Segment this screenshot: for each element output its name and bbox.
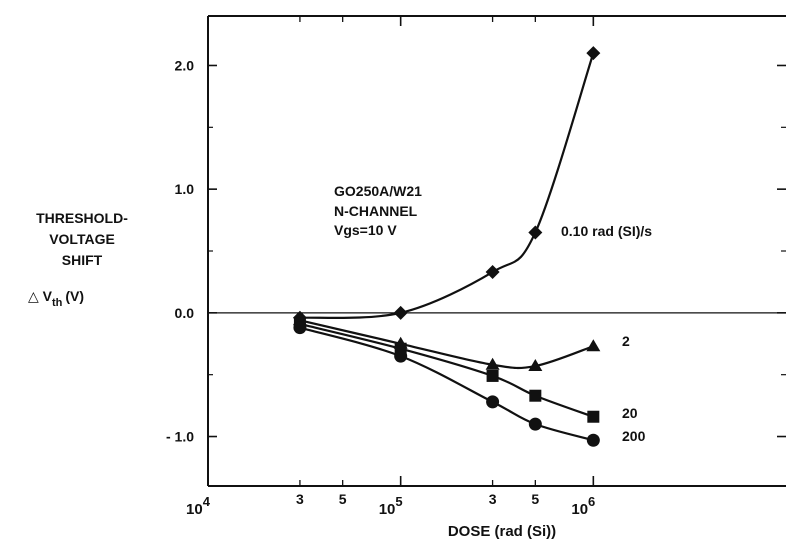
series-label-0.10: 0.10 rad (SI)/s xyxy=(561,223,652,239)
series-layer xyxy=(292,46,601,447)
volt-unit: (V) xyxy=(65,288,84,304)
annotation-line-2: N-CHANNEL xyxy=(334,203,418,219)
series-line-triangle xyxy=(299,319,594,370)
data-point-triangle xyxy=(586,339,601,352)
y-tick-label: 2.0 xyxy=(175,57,195,73)
data-point-diamond xyxy=(586,46,601,61)
x-minor-tick-label: 5 xyxy=(339,491,347,507)
x-major-tick-label: 106 xyxy=(571,494,595,518)
data-point-circle xyxy=(394,349,408,363)
data-point-triangle xyxy=(528,359,543,372)
x-major-tick-label: 104 xyxy=(186,494,211,518)
series-label-20: 20 xyxy=(622,405,638,421)
y-tick-label: 1.0 xyxy=(175,181,195,197)
x-major-tick-label: 105 xyxy=(379,494,403,518)
data-point-circle xyxy=(486,395,500,409)
y-tick-label: - 1.0 xyxy=(166,429,194,445)
delta-v-text: △ V xyxy=(28,288,53,304)
data-point-square xyxy=(486,369,499,382)
plot-frame xyxy=(207,15,786,487)
data-point-diamond xyxy=(485,265,500,280)
data-point-triangle xyxy=(485,357,500,370)
data-point-square xyxy=(529,389,542,402)
x-axis-label: DOSE (rad (Si)) xyxy=(448,523,556,540)
axis-ticks: 2.0 1.0 0.0 - 1.0 104 105 106 3 5 3 5 xyxy=(166,16,786,518)
data-point-diamond xyxy=(528,225,543,240)
labels-layer: DOSE (rad (Si)) THRESHOLD- VOLTAGE SHIFT… xyxy=(28,183,652,540)
x-minor-tick-label: 3 xyxy=(296,491,304,507)
y-axis-label-line-3: SHIFT xyxy=(62,252,103,268)
x-minor-tick-label: 3 xyxy=(489,491,497,507)
data-point-diamond xyxy=(393,305,408,320)
data-point-circle xyxy=(586,433,600,447)
series-line-square xyxy=(299,322,594,418)
annotation-line-1: GO250A/W21 xyxy=(334,183,422,199)
data-point-square xyxy=(587,410,600,423)
series-label-2: 2 xyxy=(622,333,630,349)
y-axis-label-line-1: THRESHOLD- xyxy=(36,210,128,226)
data-point-circle xyxy=(528,417,542,431)
data-point-circle xyxy=(293,321,307,335)
th-subscript: th xyxy=(52,297,63,309)
annotation-line-3: Vgs=10 V xyxy=(334,222,397,238)
y-tick-label: 0.0 xyxy=(175,305,195,321)
y-axis-label-symbol: △ Vth (V) xyxy=(28,288,84,309)
series-label-200: 200 xyxy=(622,428,646,444)
series-line-circle xyxy=(299,326,594,442)
x-minor-tick-label: 5 xyxy=(531,491,539,507)
y-axis-label-line-2: VOLTAGE xyxy=(49,231,115,247)
